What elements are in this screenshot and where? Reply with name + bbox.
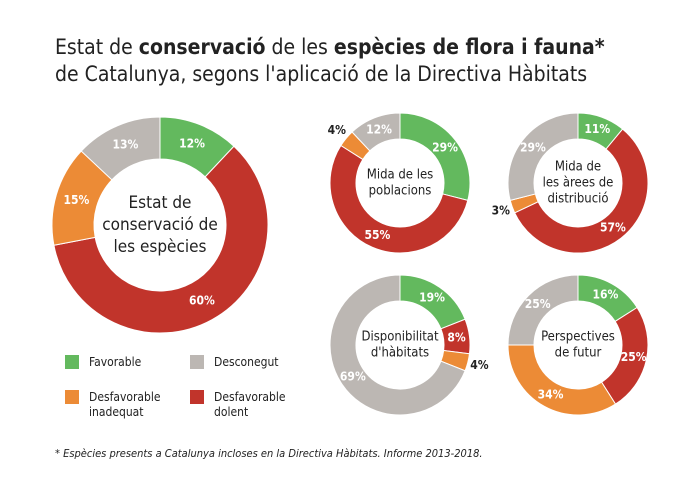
legend-swatch: [190, 355, 204, 369]
value-label: 4%: [328, 123, 347, 137]
donut-center-label: Estat de: [129, 193, 192, 213]
donut-center-label: Perspectives: [541, 330, 615, 345]
value-label: 15%: [64, 193, 90, 207]
donut-center-label: les àrees de: [543, 176, 614, 191]
value-label: 25%: [525, 297, 551, 311]
value-label: 25%: [621, 350, 647, 364]
donut-segment: [507, 112, 579, 202]
title-part: conservació: [139, 35, 266, 59]
donut-center-label: Disponibilitat: [361, 330, 439, 345]
donut-center-label: Mida de les: [367, 168, 434, 183]
donut-center-label: les espècies: [113, 237, 206, 257]
value-label: 12%: [366, 123, 392, 137]
value-label: 11%: [584, 122, 610, 136]
legend-swatch: [190, 390, 204, 404]
donut-center-label: conservació de: [102, 215, 218, 235]
title-part: de Catalunya, segons l'aplicació de la D…: [55, 62, 587, 86]
value-label: 12%: [179, 137, 205, 151]
donut-segment: [53, 145, 269, 334]
donut-segment: [329, 144, 469, 254]
value-label: 16%: [593, 288, 619, 302]
value-label: 4%: [470, 358, 489, 372]
legend-swatch: [65, 355, 79, 369]
legend-label: Desconegut: [214, 355, 279, 369]
legend-swatch: [65, 390, 79, 404]
donut-segment: [329, 274, 466, 416]
title-line: Estat de conservació de les espècies de …: [55, 35, 605, 59]
title-part: Estat de: [55, 35, 139, 59]
donut-center-label: de futur: [555, 346, 602, 361]
value-label: 19%: [419, 290, 445, 304]
title-part: de les: [266, 35, 334, 59]
donut-center-label: d'hàbitats: [371, 346, 429, 361]
donut-segment: [507, 274, 579, 346]
donut-segment: [351, 112, 401, 152]
footnote: * Espècies presents a Catalunya incloses…: [55, 447, 483, 460]
value-label: 13%: [113, 138, 139, 152]
value-label: 29%: [432, 141, 458, 155]
donut-segment: [80, 116, 161, 181]
donut-center-label: poblacions: [369, 184, 432, 199]
value-label: 55%: [364, 228, 390, 242]
value-label: 8%: [447, 330, 466, 344]
legend-label: Favorable: [89, 355, 142, 369]
value-label: 34%: [538, 387, 564, 401]
legend-label: Desfavorable inadequat: [89, 390, 161, 419]
value-label: 69%: [340, 370, 366, 384]
donut-center-label: distribució: [547, 192, 608, 207]
value-label: 3%: [492, 203, 511, 217]
title-line: de Catalunya, segons l'aplicació de la D…: [55, 62, 587, 86]
value-label: 29%: [520, 141, 546, 155]
title-part: espècies de flora i fauna*: [334, 35, 605, 59]
legend-label: Desfavorable dolent: [214, 390, 286, 419]
donut-center-label: Mida de: [555, 160, 601, 175]
value-label: 60%: [189, 294, 215, 308]
donut-segment: [513, 128, 649, 254]
value-label: 57%: [600, 221, 626, 235]
